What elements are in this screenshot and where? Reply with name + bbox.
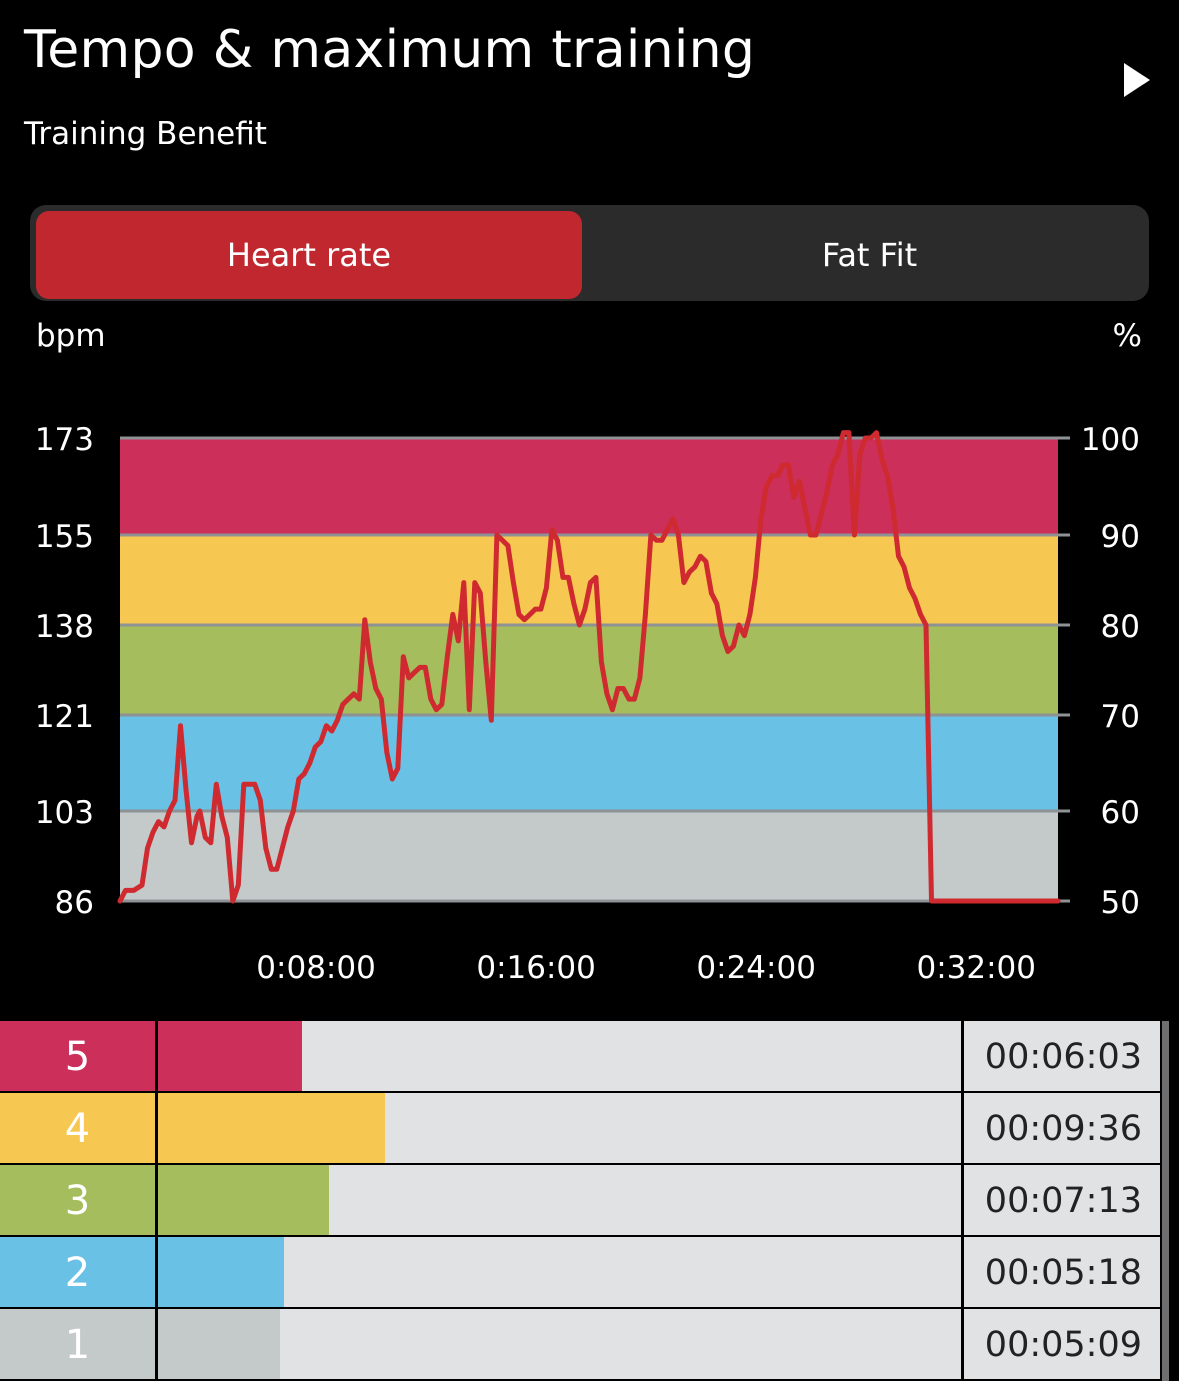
- play-icon: [1124, 63, 1150, 97]
- zone-number: 5: [0, 1021, 155, 1091]
- y-right-tick-label: 90: [1101, 519, 1140, 555]
- y-left-tick-label: 138: [35, 609, 94, 645]
- y-left-unit-label: bpm: [36, 318, 106, 354]
- zone-time: 00:05:18: [964, 1237, 1160, 1307]
- zone-row-3: 3 00:07:13: [0, 1165, 1160, 1235]
- y-left-tick-label: 103: [35, 795, 94, 831]
- chart-mode-toggle: Heart rate Fat Fit: [30, 205, 1149, 301]
- heart-rate-chart: 173 100 155 90 138 80 121 70 103 60 86 50 0:08:00 0:1…: [35, 422, 1140, 986]
- x-tick-label: 0:24:00: [696, 950, 816, 986]
- x-tick-label: 0:08:00: [256, 950, 376, 986]
- zone-bar-fill: [158, 1093, 385, 1163]
- page-subtitle: Training Benefit: [24, 116, 267, 152]
- zone-row-5: 5 00:06:03: [0, 1021, 1160, 1091]
- y-right-tick-label: 70: [1101, 699, 1140, 735]
- tab-fat-fit[interactable]: Fat Fit: [821, 236, 918, 274]
- zone-time: 00:09:36: [964, 1093, 1160, 1163]
- zone-row-1: 1 00:05:09: [0, 1309, 1160, 1379]
- zone-band-1: [120, 811, 1058, 901]
- y-left-tick-label: 173: [35, 422, 94, 458]
- zone-bar-track: [158, 1237, 961, 1307]
- zone-row-2: 2 00:05:18: [0, 1237, 1160, 1307]
- y-right-unit-label: %: [1112, 318, 1142, 354]
- y-right-tick-label: 60: [1101, 795, 1140, 831]
- zone-time: 00:07:13: [964, 1165, 1160, 1235]
- zone-row-4: 4 00:09:36: [0, 1093, 1160, 1163]
- zone-bar-track: [158, 1093, 961, 1163]
- y-left-tick-label: 86: [55, 885, 94, 921]
- tab-heart-rate[interactable]: Heart rate: [36, 211, 582, 299]
- zone-bar-track: [158, 1021, 961, 1091]
- y-right-tick-label: 80: [1101, 609, 1140, 645]
- x-tick-label: 0:16:00: [476, 950, 596, 986]
- zone-list-scrollbar[interactable]: [1162, 1021, 1169, 1381]
- zone-number: 2: [0, 1237, 155, 1307]
- zone-bar-track: [158, 1165, 961, 1235]
- zone-bar-fill: [158, 1237, 284, 1307]
- y-left-tick-label: 121: [35, 699, 94, 735]
- zone-band-2: [120, 715, 1058, 811]
- zone-band-3: [120, 625, 1058, 715]
- x-tick-label: 0:32:00: [916, 950, 1036, 986]
- zone-number: 4: [0, 1093, 155, 1163]
- zone-band-5: [120, 438, 1058, 535]
- zone-bar-track: [158, 1309, 961, 1379]
- y-right-tick-label: 50: [1101, 885, 1140, 921]
- zone-band-4: [120, 535, 1058, 625]
- zone-time: 00:06:03: [964, 1021, 1160, 1091]
- zone-bar-fill: [158, 1165, 329, 1235]
- zone-bar-fill: [158, 1309, 280, 1379]
- zone-summary: 5 00:06:03 4 00:09:36 3 00:07:13 2 00:05:18 1 00:…: [0, 1021, 1179, 1381]
- zone-number: 1: [0, 1309, 155, 1379]
- heart-rate-line: [117, 430, 1061, 904]
- play-button[interactable]: [1112, 56, 1160, 104]
- zone-time: 00:05:09: [964, 1309, 1160, 1379]
- zone-bar-fill: [158, 1021, 302, 1091]
- y-right-tick-label: 100: [1081, 422, 1140, 458]
- zone-number: 3: [0, 1165, 155, 1235]
- y-left-tick-label: 155: [35, 519, 94, 555]
- page-title: Tempo & maximum training: [24, 20, 756, 80]
